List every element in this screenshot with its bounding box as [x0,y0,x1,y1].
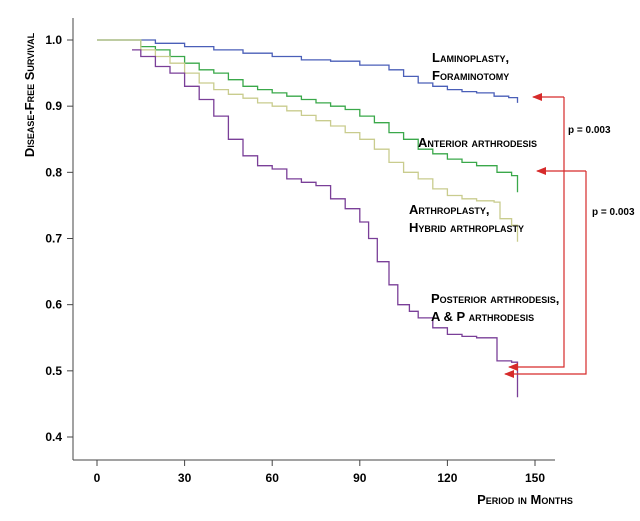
x-tick-label: 30 [178,471,192,485]
series-label-line: Laminoplasty, [432,50,509,65]
series-line-arthroplasty-hybrid-arthroplasty [97,39,519,242]
series-label-line: Arthroplasty, [409,202,490,217]
comparison-brackets: p = 0.003 p = 0.003 [504,93,635,378]
y-ticks: 0.4 0.5 0.6 0.7 0.8 0.9 1.0 [45,33,73,444]
y-axis-label: Disease-Free Survival [22,32,37,157]
series-line-laminoplasty-foraminotomy [97,39,519,103]
series-label-anterior-arthrodesis: Anterior arthrodesis [418,135,537,150]
series-label-line: Anterior arthrodesis [418,135,537,150]
y-tick-label: 0.4 [45,430,62,444]
y-tick-label: 0.5 [45,364,62,378]
series-label-posterior-arthrodesis: Posterior arthrodesis, A & P arthrodesis [431,291,563,324]
y-tick-label: 1.0 [45,33,62,47]
series-group [97,39,519,398]
p-value-2: p = 0.003 [592,207,635,218]
series-label-line: A & P arthrodesis [431,309,534,324]
x-tick-label: 60 [266,471,280,485]
axes [72,18,555,461]
x-tick-label: 120 [437,471,457,485]
series-line-posterior-arthrodesis-a-p-arthrodesis [132,49,519,398]
x-tick-label: 90 [353,471,367,485]
comparison-bracket-2 [504,171,587,378]
comparison-bracket-1 [508,97,565,371]
y-tick-label: 0.7 [45,232,62,246]
y-tick-label: 0.6 [45,298,62,312]
series-label-laminoplasty: Laminoplasty, Foraminotomy [432,50,513,83]
series-label-line: Hybrid arthroplasty [409,220,524,235]
series-line-anterior-arthrodesis [97,39,519,193]
x-tick-label: 0 [94,471,101,485]
x-ticks: 0 30 60 90 120 150 [94,460,545,485]
y-tick-label: 0.9 [45,99,62,113]
series-labels: Laminoplasty, Foraminotomy Anterior arth… [409,50,563,324]
y-tick-label: 0.8 [45,165,62,179]
x-tick-label: 150 [525,471,545,485]
series-label-line: Foraminotomy [432,68,509,83]
series-label-line: Posterior arthrodesis, [431,291,559,306]
series-label-arthroplasty: Arthroplasty, Hybrid arthroplasty [409,202,524,235]
x-axis-label: Period in Months [477,492,573,507]
p-value-1: p = 0.003 [568,125,611,136]
